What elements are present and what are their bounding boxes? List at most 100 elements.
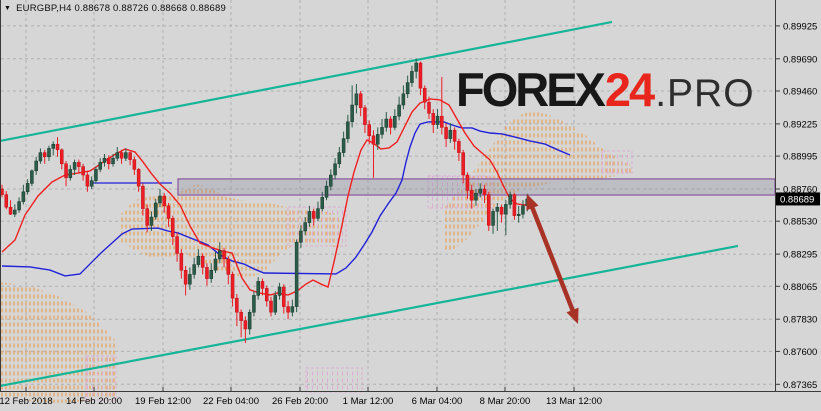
candle [141, 185, 145, 209]
candle [51, 143, 55, 149]
candle [235, 297, 239, 313]
candle [64, 163, 68, 179]
candle [354, 93, 359, 106]
candle [77, 162, 81, 167]
candle [38, 152, 43, 162]
candle [495, 206, 500, 212]
candle [205, 267, 209, 279]
candle [47, 148, 51, 158]
price-axis-label: 0.88760 [783, 185, 817, 196]
time-axis-label: 22 Feb 04:00 [203, 396, 259, 407]
price-axis-label: 0.88065 [783, 282, 817, 293]
candle [448, 129, 453, 139]
candle [158, 195, 162, 204]
candle [422, 87, 427, 103]
price-axis-label: 0.89460 [783, 87, 817, 98]
candle [405, 82, 410, 95]
candle [119, 152, 124, 159]
candle [21, 191, 26, 202]
candle [209, 269, 213, 279]
candle [491, 211, 495, 226]
candle [461, 152, 465, 176]
grid [1, 0, 775, 391]
candle [196, 255, 201, 265]
candle [252, 295, 256, 313]
candle [303, 222, 307, 232]
candle [136, 169, 141, 187]
candle [367, 124, 371, 137]
candle [277, 286, 282, 296]
candle [17, 201, 21, 211]
candle [269, 300, 273, 313]
candle [282, 286, 286, 307]
svg-text:0.88689: 0.88689 [780, 194, 814, 205]
candle [239, 311, 243, 321]
candle [358, 93, 363, 109]
candle [149, 216, 154, 226]
candle [435, 115, 440, 125]
symbol-dropdown-icon[interactable]: ▼ [4, 5, 12, 12]
candle [341, 138, 346, 153]
cloud-projection [601, 150, 633, 174]
price-axis-label: 0.89925 [783, 21, 817, 32]
ichimoku-lines [1, 98, 571, 296]
candle [260, 281, 265, 289]
price-axis-label: 0.87365 [783, 380, 817, 391]
candle [316, 208, 320, 219]
channel-upper-line[interactable] [0, 20, 613, 143]
candle [153, 202, 158, 218]
logo-24: 24 [604, 63, 655, 116]
time-axis-label: 6 Mar 04:00 [412, 396, 463, 407]
candle [222, 250, 226, 260]
candle [124, 152, 128, 159]
candle [414, 62, 418, 72]
candle [68, 169, 73, 179]
candle [183, 269, 188, 285]
candle [42, 152, 47, 158]
candle [200, 255, 205, 268]
candle [81, 166, 85, 176]
candle [363, 107, 367, 125]
cloud-projection [85, 355, 117, 401]
candle [457, 141, 461, 153]
candle [4, 194, 9, 208]
candle [440, 115, 444, 128]
candle [30, 170, 34, 184]
resistance-zone[interactable] [177, 178, 776, 196]
candle [452, 129, 457, 142]
candle [499, 206, 504, 215]
candle [107, 157, 111, 165]
candle [98, 162, 102, 170]
time-axis-label: 8 Mar 20:00 [480, 396, 531, 407]
candle [299, 230, 303, 243]
candle [60, 149, 64, 165]
price-axis: 0.89925 0.89690 0.89460 0.89225 0.88995 0.887… [775, 21, 817, 391]
candle [226, 258, 231, 275]
candle [469, 190, 474, 201]
time-axis-label: 14 Feb 20:00 [66, 396, 122, 407]
candle [401, 93, 406, 106]
forecast-arrow[interactable] [526, 194, 579, 324]
time-axis: 12 Feb 2018 14 Feb 20:00 19 Feb 12:00 22 Fe… [0, 387, 602, 407]
logo-forex: FOREX [456, 63, 606, 116]
candle [337, 152, 342, 165]
candle [171, 218, 175, 237]
candle [273, 295, 278, 313]
candle [290, 306, 295, 313]
candle [243, 320, 248, 330]
candle [85, 174, 90, 187]
candle [286, 306, 290, 313]
candle [162, 195, 167, 207]
candle [482, 188, 487, 195]
candle [311, 211, 316, 219]
price-axis-label: 0.87600 [783, 347, 817, 358]
candle [418, 62, 423, 89]
symbol-ohlc-text: EURGBP,H4 0.88678 0.88726 0.88668 0.8868… [16, 3, 226, 14]
candle [72, 162, 77, 170]
candle [102, 157, 107, 163]
candle [380, 127, 384, 135]
candle [516, 213, 521, 216]
channel-lower-line[interactable] [0, 244, 739, 388]
